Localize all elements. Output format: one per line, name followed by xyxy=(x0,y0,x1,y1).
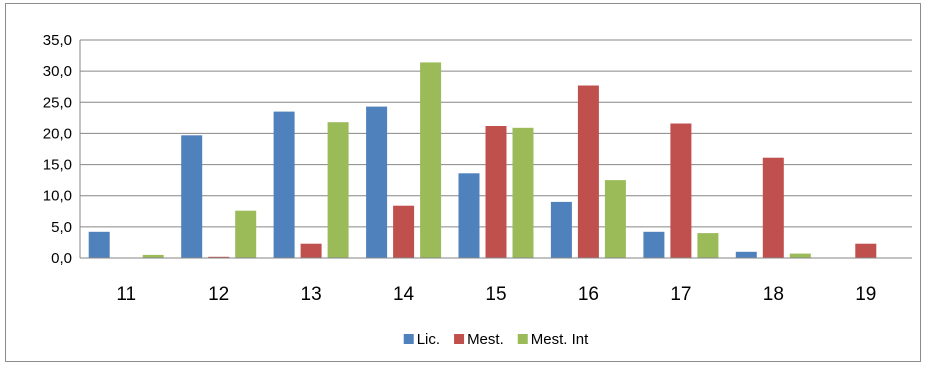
x-tick-label: 16 xyxy=(578,284,599,305)
y-tick-label: 10,0 xyxy=(43,188,72,205)
x-tick-label: 15 xyxy=(485,284,506,305)
legend: Lic. Mest. Mest. Int xyxy=(403,331,589,348)
x-tick-label: 18 xyxy=(763,284,784,305)
bar-18-2 xyxy=(789,253,811,258)
legend-swatch xyxy=(403,334,414,344)
bar-12-2 xyxy=(235,210,257,258)
legend-label: Mest. Int xyxy=(531,331,589,348)
bar-13-1 xyxy=(300,243,322,258)
bar-15-2 xyxy=(512,127,534,258)
bar-12-1 xyxy=(208,256,230,258)
bar-11-2 xyxy=(142,254,164,258)
bar-18-0 xyxy=(735,251,757,258)
bar-17-2 xyxy=(697,233,719,258)
bar-16-0 xyxy=(550,201,572,258)
bar-13-2 xyxy=(327,122,349,258)
legend-label: Mest. xyxy=(467,331,504,348)
bar-14-0 xyxy=(366,106,388,258)
x-tick-label: 17 xyxy=(670,284,691,305)
y-tick-label: 0,0 xyxy=(51,250,72,267)
y-tick-label: 15,0 xyxy=(43,157,72,174)
bar-19-1 xyxy=(855,243,877,258)
y-tick-label: 20,0 xyxy=(43,125,72,142)
bar-18-1 xyxy=(762,157,784,258)
bar-15-0 xyxy=(458,173,480,258)
legend-label: Lic. xyxy=(417,331,440,348)
x-tick-label: 19 xyxy=(855,284,876,305)
y-tick-label: 35,0 xyxy=(43,32,72,49)
bar-15-1 xyxy=(485,126,507,258)
bar-17-1 xyxy=(670,123,692,258)
legend-swatch xyxy=(454,334,465,344)
bar-13-0 xyxy=(273,111,295,258)
axes xyxy=(79,40,912,259)
bar-12-0 xyxy=(181,135,203,258)
bar-16-2 xyxy=(604,180,626,258)
bar-11-0 xyxy=(88,231,110,258)
y-tick-label: 30,0 xyxy=(43,63,72,80)
bar-14-1 xyxy=(393,205,415,258)
x-tick-labels: 11 12 13 14 15 16 17 18 19 xyxy=(116,284,876,305)
bars xyxy=(88,62,877,259)
x-tick-label: 13 xyxy=(301,284,322,305)
x-tick-label: 12 xyxy=(208,284,229,305)
x-tick-label: 11 xyxy=(116,284,136,305)
x-tick-label: 14 xyxy=(393,284,415,305)
bar-17-0 xyxy=(643,231,665,258)
bar-16-1 xyxy=(577,85,599,258)
y-tick-labels: 0,0 5,0 10,0 15,0 20,0 25,0 30,0 35,0 xyxy=(43,32,72,267)
y-tick-label: 25,0 xyxy=(43,94,72,111)
bar-14-2 xyxy=(420,62,442,259)
y-tick-label: 5,0 xyxy=(51,219,72,236)
legend-swatch xyxy=(517,334,528,344)
